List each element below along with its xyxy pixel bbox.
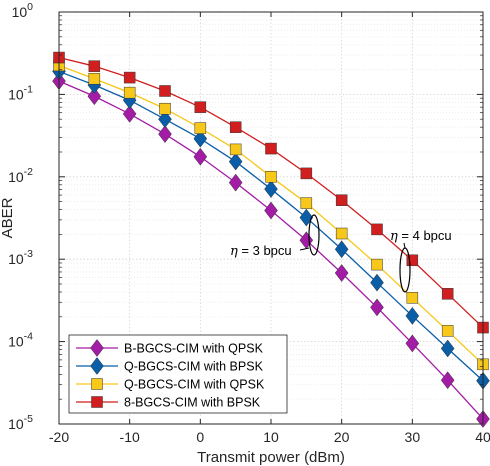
data-point-marker	[194, 122, 207, 134]
x-tick-label: -10	[120, 429, 140, 445]
data-point-marker	[441, 288, 454, 300]
y-axis-label: ABER	[0, 197, 16, 238]
data-point-marker	[194, 101, 207, 113]
eta3-text: = 3 bpcu	[238, 243, 292, 258]
data-point-marker	[264, 201, 278, 220]
y-tick-base: 10	[8, 416, 24, 432]
data-point-marker	[229, 121, 242, 133]
y-tick-base: 10	[12, 4, 28, 20]
x-tick-label: 10	[263, 429, 279, 445]
y-tick-label: 10-3	[8, 248, 33, 267]
data-point-marker	[228, 152, 243, 171]
eta4-pointer	[403, 242, 406, 249]
data-point-marker	[299, 208, 314, 227]
eta3-ellipse	[308, 214, 320, 256]
data-point-marker	[406, 292, 419, 304]
y-tick-base: 10	[8, 86, 24, 102]
y-tick-label: 10-2	[8, 166, 33, 185]
x-tick-label: 30	[405, 429, 421, 445]
y-tick-exponent: -5	[24, 413, 33, 425]
data-point-marker	[334, 264, 349, 282]
y-tick-label: 10-5	[8, 413, 33, 432]
legend: B-BGCS-CIM with QPSK Q-BGCS-CIM with BPSK…	[68, 334, 288, 414]
y-tick-label: 10-4	[8, 331, 33, 350]
y-tick-exponent: -1	[24, 83, 33, 95]
legend-label: Q-BGCS-CIM with QPSK	[124, 378, 265, 392]
tick-marks	[58, 11, 484, 425]
data-point-marker	[300, 197, 313, 209]
data-point-marker	[300, 167, 313, 180]
data-point-marker	[193, 129, 208, 148]
data-point-marker	[159, 85, 171, 97]
data-point-marker	[228, 173, 243, 192]
legend-marker	[90, 339, 104, 357]
data-point-marker	[335, 227, 348, 240]
data-point-marker	[405, 334, 420, 353]
data-point-marker	[440, 339, 455, 358]
legend-marker	[91, 396, 103, 408]
data-point-marker	[370, 273, 384, 292]
data-point-marker	[193, 147, 208, 166]
data-point-marker	[370, 298, 384, 317]
x-axis-label: Transmit power (dBm)	[197, 449, 345, 466]
data-point-marker	[440, 371, 455, 390]
legend-marker	[91, 378, 103, 390]
data-point-marker	[87, 87, 102, 106]
x-tick-label: 20	[334, 429, 350, 445]
data-point-marker	[334, 240, 349, 259]
data-point-marker	[405, 306, 420, 325]
series-1	[52, 72, 490, 428]
annotation-layer: η = 3 bpcu η = 4 bpcu	[230, 214, 452, 293]
data-point-marker	[88, 72, 101, 85]
data-point-marker	[229, 143, 242, 156]
data-point-marker	[158, 125, 172, 143]
y-tick-label: 100	[12, 1, 34, 20]
y-tick-base: 10	[8, 334, 24, 350]
y-tick-exponent: -2	[24, 166, 33, 178]
data-point-marker	[123, 86, 136, 99]
x-tick-labels: -20 -10 0 10 20 30 40	[49, 429, 490, 445]
y-tick-label: 10-1	[8, 83, 33, 102]
y-tick-exponent: -4	[24, 331, 33, 343]
data-point-marker	[158, 110, 172, 129]
legend-label: 8-BGCS-CIM with BPSK	[124, 396, 261, 410]
eta3-pointer	[299, 247, 310, 251]
data-point-marker	[123, 71, 136, 84]
data-point-marker	[371, 258, 383, 271]
eta3-annotation: η = 3 bpcu	[230, 243, 292, 259]
data-point-marker	[371, 223, 383, 236]
y-tick-base: 10	[8, 251, 24, 267]
eta4-annotation: η = 4 bpcu	[390, 228, 452, 244]
y-tick-exponent: 0	[27, 1, 33, 13]
legend-label: Q-BGCS-CIM with BPSK	[124, 360, 264, 374]
eta4-text: = 4 bpcu	[398, 228, 452, 243]
data-point-marker	[159, 102, 171, 115]
legend-label: B-BGCS-CIM with QPSK	[124, 342, 264, 356]
y-tick-base: 10	[8, 169, 24, 185]
legend-marker	[90, 357, 104, 375]
x-tick-label: 40	[475, 429, 490, 445]
data-point-marker	[441, 325, 454, 337]
data-point-marker	[335, 194, 348, 206]
x-tick-label: 0	[196, 429, 204, 445]
data-point-marker	[265, 142, 277, 155]
data-point-marker	[122, 104, 137, 123]
y-tick-exponent: -3	[24, 248, 33, 260]
data-point-marker	[265, 171, 277, 183]
eta4-symbol: η	[390, 229, 398, 244]
eta3-symbol: η	[230, 244, 238, 259]
data-point-marker	[264, 180, 278, 198]
x-tick-label: -20	[49, 429, 69, 445]
series-layer	[52, 51, 490, 428]
data-point-marker	[88, 60, 101, 72]
data-point-marker	[406, 254, 419, 267]
